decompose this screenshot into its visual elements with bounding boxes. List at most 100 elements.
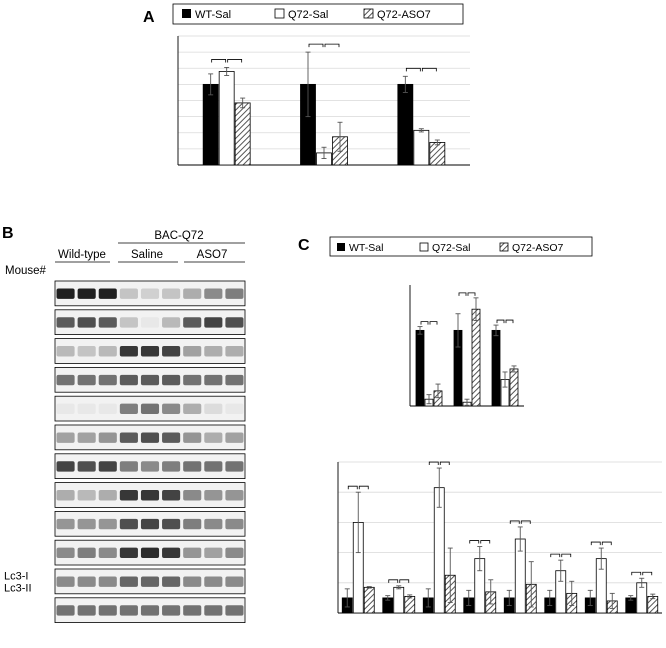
blot-band bbox=[56, 605, 75, 616]
blot-band bbox=[56, 547, 75, 559]
blot-band bbox=[204, 317, 223, 328]
blot-band bbox=[56, 317, 75, 328]
significance-bracket bbox=[505, 319, 514, 324]
blot-band bbox=[77, 605, 96, 616]
blot-band bbox=[140, 403, 160, 415]
bar-wt-sal bbox=[415, 329, 425, 407]
blot-band bbox=[140, 518, 160, 530]
legend-label-q72sal: Q72-Sal bbox=[288, 9, 328, 21]
blot-band bbox=[225, 547, 244, 559]
legend-label-aso: Q72-ASO7 bbox=[377, 9, 431, 21]
blot-band bbox=[140, 576, 160, 587]
blot-band bbox=[98, 403, 117, 415]
legend-c-swatch-q72sal bbox=[419, 242, 429, 252]
blot-band bbox=[225, 576, 244, 587]
blot-band bbox=[140, 346, 160, 357]
blot-protein-label-line: Lc3-I bbox=[4, 570, 28, 582]
blot-band bbox=[183, 518, 202, 530]
significance-bracket bbox=[469, 540, 480, 544]
significance-bracket bbox=[211, 59, 227, 63]
legend-swatch-q72sal bbox=[274, 8, 285, 19]
chart-panel-a bbox=[177, 35, 470, 166]
blot-band bbox=[77, 346, 96, 357]
bar-q72-aso7 bbox=[363, 586, 375, 614]
blot-band bbox=[162, 576, 181, 587]
blot-band bbox=[98, 518, 117, 530]
blot-band bbox=[183, 461, 202, 472]
blot-band bbox=[183, 346, 202, 357]
blot-band bbox=[162, 288, 181, 299]
blot-band bbox=[140, 461, 160, 472]
blot-protein-label: Lc3-I Lc3-II bbox=[4, 570, 32, 594]
blot-band bbox=[119, 403, 138, 415]
significance-bracket bbox=[324, 43, 340, 48]
blot-band bbox=[183, 432, 202, 443]
blot-band bbox=[140, 605, 160, 616]
blot-band bbox=[98, 374, 117, 386]
blot-band bbox=[225, 346, 244, 357]
bar-q72-sal bbox=[218, 71, 235, 166]
significance-bracket bbox=[642, 571, 653, 576]
blot-band bbox=[140, 490, 160, 501]
legend-label-wt: WT-Sal bbox=[195, 9, 231, 21]
blot-band bbox=[162, 461, 181, 472]
blot-band bbox=[162, 346, 181, 357]
blot-band bbox=[98, 346, 117, 357]
legend-swatch-wt bbox=[182, 9, 191, 18]
blot-band bbox=[119, 518, 138, 530]
blot-band bbox=[204, 461, 223, 472]
blot-band bbox=[162, 547, 181, 559]
blot-band bbox=[225, 518, 244, 530]
blot-band bbox=[56, 403, 75, 415]
blot-mouse-label: Mouse# bbox=[5, 265, 47, 277]
blot-group-saline: Saline bbox=[131, 249, 163, 261]
blot-band bbox=[119, 461, 138, 472]
blot-band bbox=[98, 288, 117, 299]
blot-band bbox=[140, 317, 160, 328]
bar-wt-sal bbox=[491, 329, 501, 407]
significance-bracket bbox=[227, 59, 243, 63]
blot-band bbox=[225, 288, 244, 299]
bar-q72-aso7 bbox=[471, 308, 481, 407]
blot-band bbox=[162, 403, 181, 415]
blot-band bbox=[162, 374, 181, 386]
significance-bracket bbox=[590, 541, 601, 546]
blot-band bbox=[56, 374, 75, 386]
blot-band bbox=[119, 547, 138, 559]
blot-band bbox=[98, 317, 117, 328]
blot-band bbox=[225, 605, 244, 616]
blot-band bbox=[183, 490, 202, 501]
western-blot-panel-b: BAC-Q72 Wild-type Saline ASO7 Mouse# Lc3… bbox=[4, 230, 246, 623]
significance-bracket bbox=[388, 579, 399, 583]
blot-band bbox=[56, 518, 75, 530]
blot-band bbox=[140, 374, 160, 386]
legend-c-swatch-aso bbox=[499, 242, 509, 252]
blot-band bbox=[119, 432, 138, 443]
significance-bracket bbox=[308, 43, 324, 48]
blot-band bbox=[98, 432, 117, 443]
blot-band bbox=[183, 374, 202, 386]
blot-group-wild-type: Wild-type bbox=[58, 249, 106, 261]
legend-c-label-q72sal: Q72-Sal bbox=[432, 242, 471, 254]
blot-band bbox=[140, 432, 160, 443]
significance-bracket bbox=[428, 461, 439, 466]
significance-bracket bbox=[347, 485, 358, 490]
blot-band bbox=[77, 547, 96, 559]
blot-band bbox=[77, 518, 96, 530]
blot-band bbox=[119, 346, 138, 357]
significance-bracket bbox=[439, 461, 450, 466]
blot-band bbox=[56, 490, 75, 501]
bar-q72-sal bbox=[393, 586, 405, 614]
blot-band bbox=[56, 288, 75, 299]
bar-q72-aso7 bbox=[429, 142, 446, 166]
panel-letter-c: C bbox=[298, 237, 310, 254]
blot-band bbox=[204, 490, 223, 501]
blot-band bbox=[204, 432, 223, 443]
blot-group-aso7: ASO7 bbox=[197, 249, 228, 261]
panel-letter-a: A bbox=[143, 9, 155, 26]
blot-band bbox=[204, 518, 223, 530]
legend-c-swatch-wt bbox=[337, 243, 345, 251]
significance-bracket bbox=[467, 292, 476, 296]
blot-band bbox=[98, 490, 117, 501]
significance-bracket bbox=[601, 541, 612, 546]
